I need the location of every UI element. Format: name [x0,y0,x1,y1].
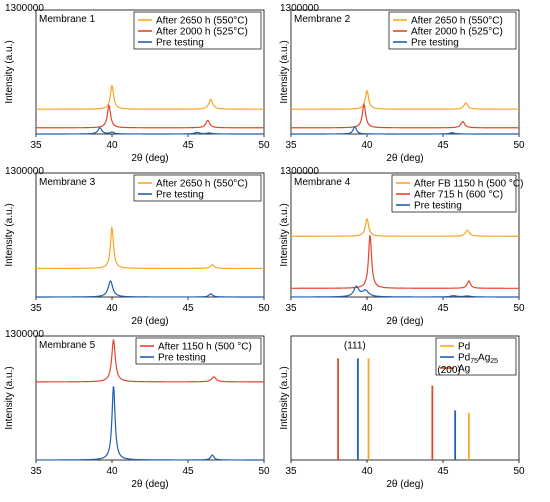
legend-label: After FB 1150 h (500 °C) [414,179,523,190]
panel-6: 35 40 45 50 2θ (deg) Intensity (a.u.) PdPd75Ag… [279,335,525,490]
y-max-label: 1300000 [5,3,44,14]
x-tick-label: 35 [285,140,297,151]
series-line [291,285,519,298]
x-tick-label: 45 [182,303,194,314]
x-tick-label: 50 [513,140,525,151]
x-tick-label: 45 [437,140,449,151]
panel-title: Membrane 3 [39,177,96,188]
y-axis-label: Intensity (a.u.) [4,203,15,266]
legend-label: Pre testing [156,190,204,201]
x-tick-label: 35 [285,466,297,477]
series-line [36,84,264,110]
legend-label: Pre testing [414,201,462,212]
panel-5: 35 40 45 50 2θ (deg) Intensity (a.u.) 1300000M… [4,329,270,490]
x-tick-label: 50 [258,466,270,477]
x-tick-label: 40 [361,303,373,314]
panel-title: Membrane 1 [39,14,96,25]
legend-box [388,11,517,50]
x-axis-label: 2θ (deg) [386,479,423,490]
series-line [291,89,519,110]
x-axis-label: 2θ (deg) [131,479,168,490]
series-line [291,234,519,289]
x-tick-label: 45 [437,303,449,314]
y-axis-label: Intensity (a.u.) [4,366,15,429]
x-tick-label: 40 [106,303,118,314]
legend-label: Ag [458,364,470,375]
y-max-label: 1300000 [5,166,44,177]
legend-label: Pre testing [411,38,459,49]
plot-frame [290,335,520,461]
series-line [36,127,264,135]
legend-label-part: Ag [478,353,490,364]
annotation-111: (111) [344,340,366,351]
legend-label: Pre testing [158,353,206,364]
annotation-200: (200) [437,365,460,376]
legend-label: After 2650 h (550°C) [411,16,503,27]
legend-box [133,11,262,50]
x-axis-label: 2θ (deg) [386,153,423,164]
x-axis-label: 2θ (deg) [386,316,423,327]
series-line [36,104,264,129]
legend-box [391,174,517,213]
x-tick-label: 40 [361,466,373,477]
legend-box [133,174,262,202]
x-tick-label: 45 [182,466,194,477]
series-line [291,125,519,135]
series-line [291,102,519,129]
x-tick-label: 35 [30,140,42,151]
legend-box [135,337,262,365]
x-tick-label: 50 [258,140,270,151]
x-tick-label: 45 [182,140,194,151]
legend-label: After 715 h (600 °C) [414,190,503,201]
y-max-label: 1300000 [280,166,319,177]
x-tick-label: 40 [106,140,118,151]
x-axis-label: 2θ (deg) [131,316,168,327]
legend-label: After 1150 h (500 °C) [158,342,252,353]
legend-label: After 2650 h (550°C) [156,179,248,190]
series-line [291,218,520,237]
panel-3: 35 40 45 50 2θ (deg) Intensity (a.u.) 1300000M… [4,166,270,327]
x-axis-label: 2θ (deg) [131,153,168,164]
y-axis-label: Intensity (a.u.) [4,40,15,103]
x-tick-label: 35 [30,303,42,314]
series-line [36,338,264,383]
panel-title: Membrane 2 [294,14,351,25]
series-line [36,386,264,461]
y-max-label: 1300000 [5,329,44,340]
x-tick-label: 40 [106,466,118,477]
panel-1: 35 40 45 50 2θ (deg) Intensity (a.u.) 1300000M… [4,3,270,164]
panel-4: 35 40 45 50 2θ (deg) Intensity (a.u.) 1300000M… [279,166,525,327]
x-tick-label: 35 [285,303,297,314]
panel-title: Membrane 4 [294,177,351,188]
y-axis-label: Intensity (a.u.) [279,40,290,103]
y-max-label: 1300000 [280,3,319,14]
x-tick-label: 40 [361,140,373,151]
legend-label: Pre testing [156,38,204,49]
legend-label: After 2000 h (525°C) [411,27,503,38]
legend-label: Pd [458,342,470,353]
x-tick-label: 50 [258,303,270,314]
legend-label: Pd75Ag25 [458,353,498,366]
x-tick-label: 35 [30,466,42,477]
x-tick-label: 50 [513,303,525,314]
x-tick-label: 50 [513,466,525,477]
y-axis-label: Intensity (a.u.) [279,203,290,266]
legend-label-subscript: 25 [490,358,498,365]
legend-label: After 2650 h (550°C) [156,16,248,27]
panel-title: Membrane 5 [39,340,96,351]
y-axis-label: Intensity (a.u.) [279,366,290,429]
legend-label-subscript: 75 [470,358,478,365]
panel-2: 35 40 45 50 2θ (deg) Intensity (a.u.) 1300000M… [279,3,525,164]
legend-label: After 2000 h (525°C) [156,27,248,38]
x-tick-label: 45 [437,466,449,477]
series-line [36,280,264,298]
series-line [36,225,264,270]
legend-label-part: Pd [458,353,470,364]
